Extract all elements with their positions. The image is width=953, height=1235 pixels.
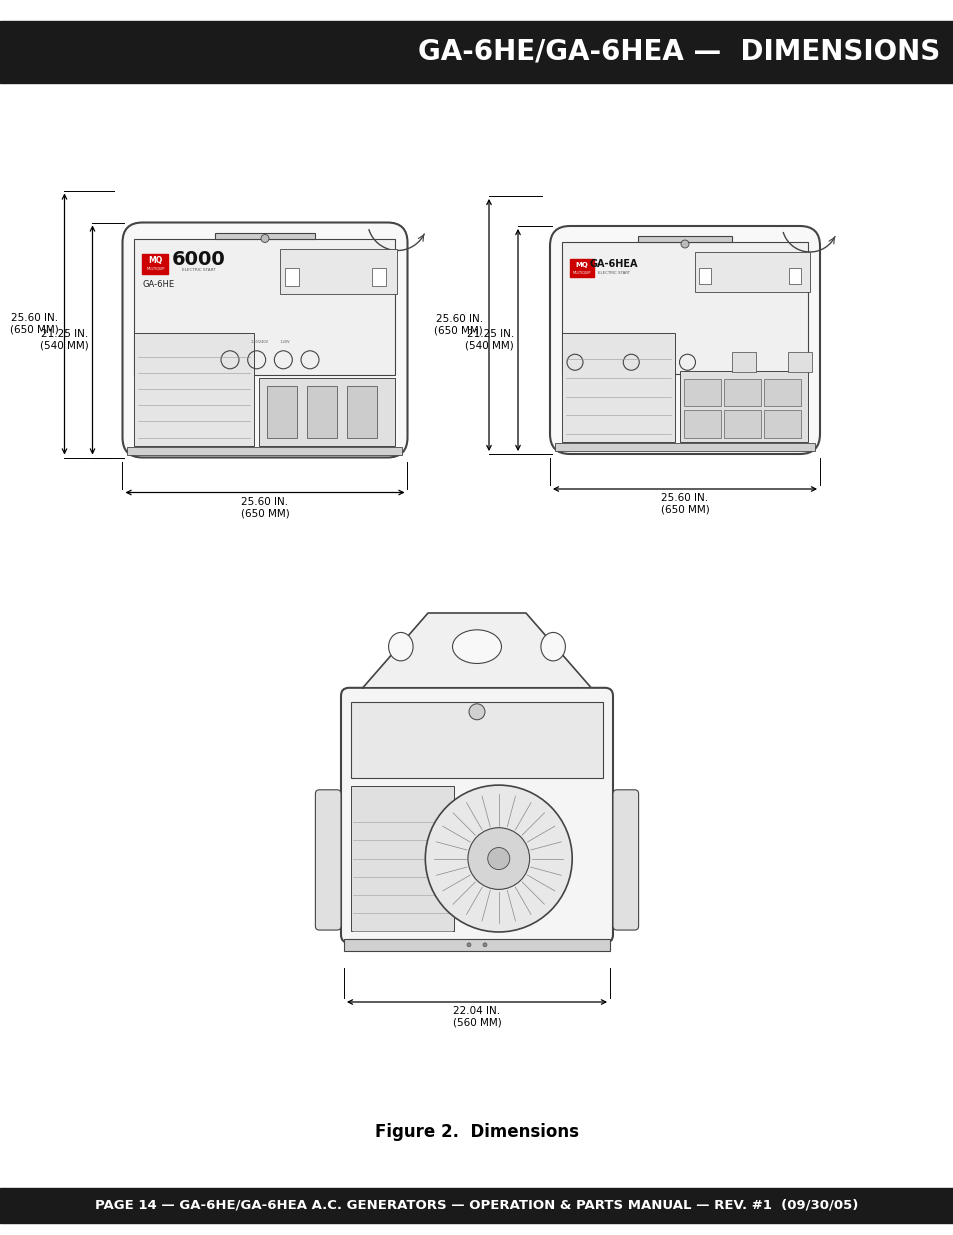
Bar <box>351 787 454 931</box>
Text: MULTIQUIP: MULTIQUIP <box>572 270 591 274</box>
Bar <box>134 332 253 446</box>
FancyBboxPatch shape <box>340 688 613 942</box>
Bar <box>142 253 169 273</box>
Text: 21.25 IN.
(540 MM): 21.25 IN. (540 MM) <box>465 330 514 351</box>
Text: 22.04 IN.
(560 MM): 22.04 IN. (560 MM) <box>452 1007 501 1028</box>
Bar <box>0 1188 953 1223</box>
Text: 25.60 IN.
(650 MM): 25.60 IN. (650 MM) <box>434 314 482 336</box>
Text: PAGE 14 — GA-6HE/GA-6HEA A.C. GENERATORS — OPERATION & PARTS MANUAL — REV. #1  (: PAGE 14 — GA-6HE/GA-6HEA A.C. GENERATORS… <box>95 1199 858 1212</box>
Bar <box>285 268 298 285</box>
Bar <box>569 259 594 277</box>
Bar <box>344 939 609 951</box>
Text: 25.60 IN.
(650 MM): 25.60 IN. (650 MM) <box>659 493 709 515</box>
Bar <box>638 236 732 242</box>
Bar <box>683 410 720 438</box>
Ellipse shape <box>452 630 501 663</box>
Circle shape <box>482 942 486 947</box>
Bar <box>695 252 809 291</box>
Text: 120/240V           120V: 120/240V 120V <box>251 340 289 343</box>
Text: 25.60 IN.
(650 MM): 25.60 IN. (650 MM) <box>10 314 58 335</box>
Circle shape <box>469 704 484 720</box>
Bar <box>731 352 755 372</box>
Bar <box>561 242 807 374</box>
FancyBboxPatch shape <box>315 790 340 930</box>
Text: GA-6HE: GA-6HE <box>142 280 174 289</box>
Bar <box>561 332 675 442</box>
Bar <box>280 248 397 294</box>
Bar <box>723 410 760 438</box>
Bar <box>259 378 395 446</box>
Bar <box>134 238 395 374</box>
Bar <box>683 379 720 406</box>
FancyBboxPatch shape <box>613 790 638 930</box>
Bar <box>699 268 710 284</box>
Ellipse shape <box>540 632 565 661</box>
Bar <box>347 385 377 437</box>
Bar <box>307 385 337 437</box>
Text: MULTIQUIP: MULTIQUIP <box>146 267 165 270</box>
Circle shape <box>467 827 529 889</box>
FancyBboxPatch shape <box>122 222 407 457</box>
FancyBboxPatch shape <box>550 226 820 454</box>
Bar <box>555 443 814 451</box>
Bar <box>763 410 801 438</box>
Bar <box>787 352 811 372</box>
Bar <box>0 21 953 83</box>
Text: ELECTRIC START: ELECTRIC START <box>181 268 215 272</box>
Ellipse shape <box>388 632 413 661</box>
Bar <box>763 379 801 406</box>
Text: GA-6HE/GA-6HEA —  DIMENSIONS: GA-6HE/GA-6HEA — DIMENSIONS <box>417 38 939 65</box>
Bar <box>788 268 801 284</box>
Bar <box>214 232 314 238</box>
Circle shape <box>261 235 269 242</box>
Circle shape <box>487 847 509 869</box>
Text: 25.60 IN.
(650 MM): 25.60 IN. (650 MM) <box>240 496 289 519</box>
Bar <box>723 379 760 406</box>
Text: ELECTRIC START: ELECTRIC START <box>598 272 629 275</box>
Circle shape <box>467 942 471 947</box>
Bar <box>128 447 402 454</box>
Text: 6000: 6000 <box>172 249 225 269</box>
Circle shape <box>425 785 572 932</box>
Text: GA-6HEA: GA-6HEA <box>589 259 638 269</box>
Bar <box>372 268 386 285</box>
Polygon shape <box>362 613 591 688</box>
Text: MQ: MQ <box>149 256 162 266</box>
Text: Figure 2.  Dimensions: Figure 2. Dimensions <box>375 1123 578 1141</box>
Text: MQ: MQ <box>575 262 588 268</box>
Circle shape <box>680 240 688 248</box>
Bar <box>267 385 297 437</box>
Bar <box>679 370 807 442</box>
Text: 21.25 IN.
(540 MM): 21.25 IN. (540 MM) <box>40 330 89 351</box>
Bar <box>351 701 602 778</box>
